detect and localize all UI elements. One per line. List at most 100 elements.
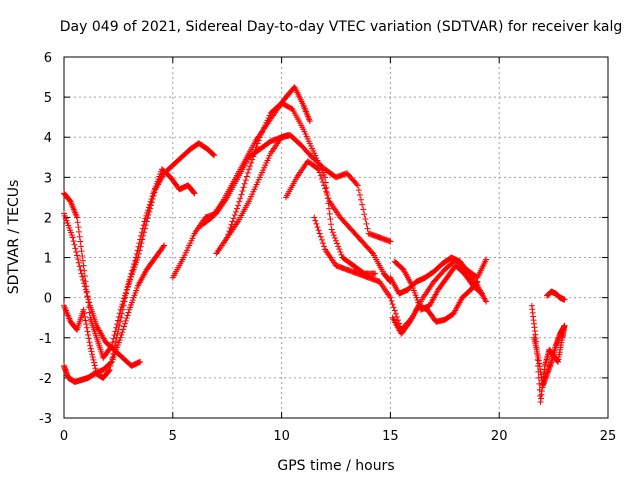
data-point bbox=[314, 165, 321, 172]
data-point bbox=[315, 227, 322, 234]
data-point bbox=[106, 366, 113, 373]
data-point bbox=[230, 215, 237, 222]
data-point bbox=[74, 252, 81, 259]
data-point bbox=[76, 233, 83, 240]
data-point bbox=[76, 228, 83, 235]
data-point bbox=[89, 351, 96, 358]
data-point bbox=[91, 359, 98, 366]
data-point bbox=[74, 219, 81, 226]
data-point bbox=[135, 243, 142, 250]
data-point bbox=[317, 172, 324, 179]
data-point bbox=[121, 298, 128, 305]
y-tick-label: 5 bbox=[44, 91, 52, 106]
plot-frame bbox=[63, 56, 609, 419]
data-point bbox=[114, 330, 121, 337]
data-point bbox=[361, 211, 368, 218]
data-point bbox=[334, 240, 341, 247]
data-point bbox=[112, 338, 119, 345]
x-tick-label: 20 bbox=[491, 429, 508, 444]
data-point bbox=[314, 224, 321, 231]
data-point bbox=[335, 243, 342, 250]
x-axis-label: GPS time / hours bbox=[277, 458, 394, 474]
data-point bbox=[331, 234, 338, 241]
data-point bbox=[392, 310, 399, 317]
data-point bbox=[160, 243, 167, 250]
data-point bbox=[323, 188, 330, 195]
data-point bbox=[81, 313, 88, 320]
data-point bbox=[82, 286, 89, 293]
data-point bbox=[124, 283, 131, 290]
data-point bbox=[86, 299, 93, 306]
series-track-13 bbox=[391, 258, 485, 313]
data-point bbox=[322, 174, 329, 181]
data-point bbox=[75, 224, 82, 231]
data-point bbox=[138, 229, 145, 236]
data-point bbox=[326, 205, 333, 212]
data-point bbox=[391, 307, 398, 314]
data-point bbox=[80, 262, 87, 269]
data-point bbox=[149, 193, 156, 200]
data-point bbox=[326, 210, 333, 217]
data-point bbox=[72, 245, 79, 252]
data-point bbox=[83, 289, 90, 296]
data-point bbox=[123, 315, 130, 322]
data-point bbox=[252, 147, 259, 154]
data-point bbox=[137, 236, 144, 243]
data-point bbox=[313, 220, 320, 227]
data-point bbox=[224, 234, 231, 241]
data-point bbox=[210, 151, 217, 158]
data-point bbox=[108, 359, 115, 366]
data-point bbox=[139, 225, 146, 232]
y-tick-label: -2 bbox=[39, 372, 52, 387]
data-point bbox=[321, 243, 328, 250]
data-point bbox=[81, 267, 88, 274]
data-point bbox=[106, 367, 113, 374]
data-point bbox=[117, 334, 124, 341]
y-tick-label: 3 bbox=[44, 171, 52, 186]
data-point bbox=[127, 273, 134, 280]
data-point bbox=[329, 229, 336, 236]
series-track-15 bbox=[531, 322, 568, 389]
data-point bbox=[134, 247, 141, 254]
data-point bbox=[483, 256, 490, 263]
data-point bbox=[129, 267, 136, 274]
data-point bbox=[147, 198, 154, 205]
data-point bbox=[122, 317, 129, 324]
data-point bbox=[119, 306, 126, 313]
data-point bbox=[84, 293, 91, 300]
data-point bbox=[124, 312, 131, 319]
data-point bbox=[319, 240, 326, 247]
data-point bbox=[239, 187, 246, 194]
data-point bbox=[146, 201, 153, 208]
data-point bbox=[92, 365, 99, 372]
data-point bbox=[390, 304, 397, 311]
data-point bbox=[120, 302, 127, 309]
y-axis-label: SDTVAR / TECUs bbox=[6, 180, 22, 295]
x-tick-label: 5 bbox=[169, 429, 177, 444]
x-tick-label: 15 bbox=[382, 429, 399, 444]
data-point bbox=[353, 181, 360, 188]
data-point bbox=[232, 208, 239, 215]
data-point bbox=[144, 210, 151, 217]
data-point bbox=[125, 309, 132, 316]
data-point bbox=[325, 195, 332, 202]
data-point bbox=[316, 230, 323, 237]
data-point bbox=[85, 331, 92, 338]
data-point bbox=[255, 137, 262, 144]
series-track-2 bbox=[61, 166, 198, 381]
data-point bbox=[89, 354, 96, 361]
data-point bbox=[83, 321, 90, 328]
data-points bbox=[61, 84, 568, 405]
data-point bbox=[243, 173, 250, 180]
data-point bbox=[327, 221, 334, 228]
axis-ticks: 0 5 10 15 20 25 -3 -2 -1 0 1 2 3 4 5 6 bbox=[39, 51, 616, 444]
data-point bbox=[118, 314, 125, 321]
data-point bbox=[316, 169, 323, 176]
y-tick-label: 2 bbox=[44, 211, 52, 226]
data-point bbox=[143, 212, 150, 219]
x-tick-label: 25 bbox=[600, 429, 617, 444]
y-tick-label: -1 bbox=[39, 332, 52, 347]
y-tick-label: 0 bbox=[44, 292, 52, 307]
data-point bbox=[355, 187, 362, 194]
